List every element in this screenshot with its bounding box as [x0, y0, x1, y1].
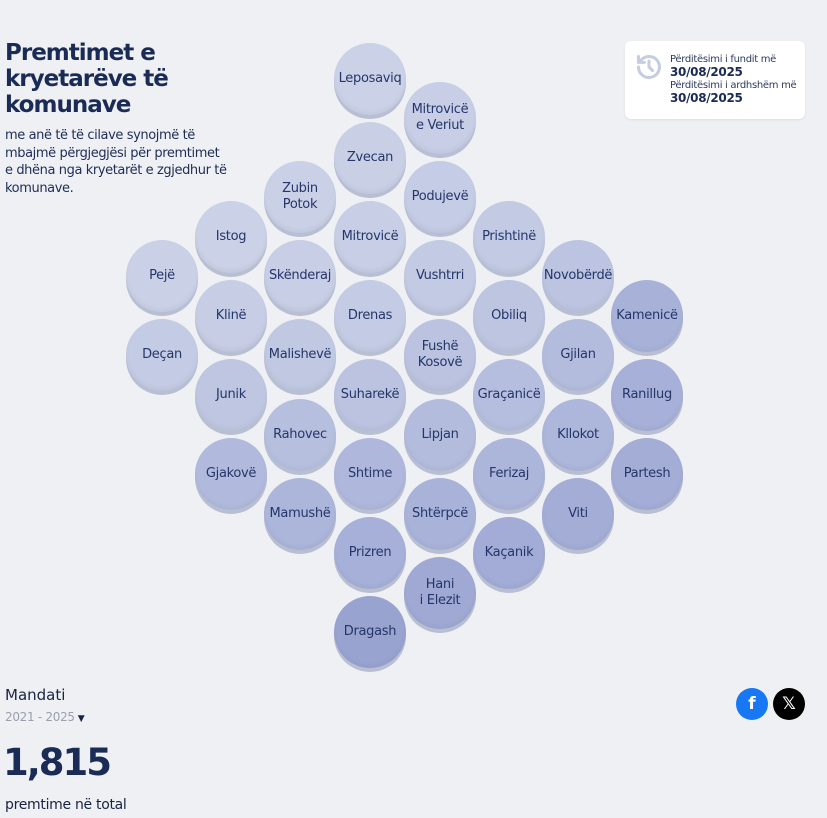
- municipality-bubble[interactable]: Mamushë: [264, 478, 336, 550]
- municipality-bubble-grid: Leposaviq Mitrovicë e Veriut Zvecan Podujev…: [126, 43, 683, 668]
- municipality-bubble[interactable]: Klinë: [195, 280, 267, 352]
- last-update-date: 30/08/2025: [670, 65, 743, 79]
- municipality-name: Junik: [216, 387, 246, 402]
- municipality-name: Kllokot: [557, 427, 599, 442]
- municipality-name: Leposaviq: [338, 71, 402, 86]
- municipality-bubble[interactable]: Partesh: [611, 438, 683, 510]
- municipality-bubble[interactable]: Mitrovicë e Veriut: [404, 82, 476, 154]
- mandate-select[interactable]: 2021 - 2025 ▼: [5, 710, 85, 724]
- total-promises-value: 1,815: [3, 741, 112, 784]
- municipality-name: Ranillug: [622, 387, 672, 402]
- municipality-name: Zvecan: [346, 150, 394, 165]
- page-title: Premtimet e kryetarëve të komunave: [5, 40, 169, 118]
- municipality-name: Skënderaj: [268, 268, 332, 283]
- municipality-name: Mitrovicë: [341, 229, 399, 244]
- municipality-name: Kamenicë: [616, 308, 678, 323]
- municipality-name: Fushë Kosovë: [417, 339, 463, 370]
- municipality-bubble[interactable]: Leposaviq: [334, 43, 406, 115]
- municipality-bubble[interactable]: Drenas: [334, 280, 406, 352]
- municipality-bubble[interactable]: Obiliq: [473, 280, 545, 352]
- municipality-name: Zubin Potok: [282, 181, 318, 212]
- municipality-bubble[interactable]: Pejë: [126, 240, 198, 312]
- update-info-card: Përditësimi i fundit më 30/08/2025 Përdi…: [625, 41, 805, 119]
- municipality-bubble[interactable]: Gjilan: [542, 319, 614, 391]
- municipality-name: Klinë: [215, 308, 247, 323]
- x-share-button[interactable]: 𝕏: [773, 688, 805, 720]
- municipality-bubble[interactable]: Deçan: [126, 319, 198, 391]
- municipality-bubble[interactable]: Prizren: [334, 517, 406, 589]
- municipality-bubble[interactable]: Shtërpcë: [404, 478, 476, 550]
- municipality-name: Lipjan: [421, 427, 459, 442]
- last-update-label: Përditësimi i fundit më: [670, 54, 777, 65]
- municipality-name: Malishevë: [268, 347, 332, 362]
- mandate-selected-value: 2021 - 2025: [5, 710, 75, 724]
- municipality-bubble[interactable]: Graçanicë: [473, 359, 545, 431]
- mandate-label: Mandati: [5, 686, 66, 704]
- municipality-bubble[interactable]: Ranillug: [611, 359, 683, 431]
- municipality-name: Prishtinë: [482, 229, 536, 244]
- municipality-bubble[interactable]: Kllokot: [542, 399, 614, 471]
- municipality-bubble[interactable]: Lipjan: [404, 399, 476, 471]
- municipality-name: Vushtrri: [415, 268, 465, 283]
- municipality-bubble[interactable]: Kaçanik: [473, 517, 545, 589]
- municipality-name: Pejë: [149, 268, 175, 283]
- municipality-bubble[interactable]: Hani i Elezit: [404, 557, 476, 629]
- municipality-name: Istog: [215, 229, 247, 244]
- municipality-name: Suharekë: [340, 387, 400, 402]
- municipality-name: Dragash: [343, 624, 397, 639]
- municipality-bubble[interactable]: Junik: [195, 359, 267, 431]
- municipality-bubble[interactable]: Ferizaj: [473, 438, 545, 510]
- municipality-bubble[interactable]: Zubin Potok: [264, 161, 336, 233]
- x-icon: 𝕏: [782, 694, 796, 714]
- municipality-bubble[interactable]: Prishtinë: [473, 201, 545, 273]
- municipality-name: Shtërpcë: [412, 506, 468, 521]
- municipality-bubble[interactable]: Rahovec: [264, 399, 336, 471]
- municipality-name: Ferizaj: [488, 466, 530, 481]
- municipality-name: Novobërdë: [543, 268, 613, 283]
- total-promises-label: premtime në total: [5, 797, 127, 813]
- municipality-bubble[interactable]: Novobërdë: [542, 240, 614, 312]
- municipality-bubble[interactable]: Mitrovicë: [334, 201, 406, 273]
- municipality-name: Mitrovicë e Veriut: [411, 102, 469, 133]
- municipality-name: Hani i Elezit: [419, 577, 461, 608]
- facebook-icon: f: [748, 694, 756, 714]
- municipality-name: Obiliq: [491, 308, 527, 323]
- municipality-name: Drenas: [347, 308, 393, 323]
- municipality-name: Graçanicë: [477, 387, 541, 402]
- municipality-bubble[interactable]: Suharekë: [334, 359, 406, 431]
- municipality-bubble[interactable]: Istog: [195, 201, 267, 273]
- facebook-share-button[interactable]: f: [736, 688, 768, 720]
- municipality-bubble[interactable]: Vushtrri: [404, 240, 476, 312]
- municipality-bubble[interactable]: Dragash: [334, 596, 406, 668]
- next-update-label: Përditësimi i ardhshëm më: [670, 80, 797, 91]
- page-subtitle: me anë të të cilave synojmë të mbajmë pë…: [5, 128, 227, 196]
- municipality-name: Podujevë: [411, 189, 469, 204]
- municipality-bubble[interactable]: Skënderaj: [264, 240, 336, 312]
- municipality-name: Deçan: [142, 347, 182, 362]
- municipality-name: Gjakovë: [205, 466, 257, 481]
- municipality-name: Gjilan: [560, 347, 596, 362]
- municipality-name: Kaçanik: [484, 545, 534, 560]
- municipality-bubble[interactable]: Fushë Kosovë: [404, 319, 476, 391]
- municipality-bubble[interactable]: Gjakovë: [195, 438, 267, 510]
- municipality-name: Rahovec: [273, 427, 327, 442]
- municipality-bubble[interactable]: Podujevë: [404, 161, 476, 233]
- caret-down-icon: ▼: [77, 714, 85, 724]
- next-update-date: 30/08/2025: [670, 91, 743, 105]
- history-icon: [636, 54, 661, 79]
- municipality-bubble[interactable]: Zvecan: [334, 122, 406, 194]
- municipality-bubble[interactable]: Malishevë: [264, 319, 336, 391]
- municipality-bubble[interactable]: Viti: [542, 478, 614, 550]
- municipality-bubble[interactable]: Shtime: [334, 438, 406, 510]
- municipality-name: Viti: [568, 506, 588, 521]
- municipality-name: Partesh: [623, 466, 671, 481]
- municipality-name: Prizren: [348, 545, 392, 560]
- municipality-name: Shtime: [347, 466, 393, 481]
- municipality-bubble[interactable]: Kamenicë: [611, 280, 683, 352]
- municipality-name: Mamushë: [269, 506, 331, 521]
